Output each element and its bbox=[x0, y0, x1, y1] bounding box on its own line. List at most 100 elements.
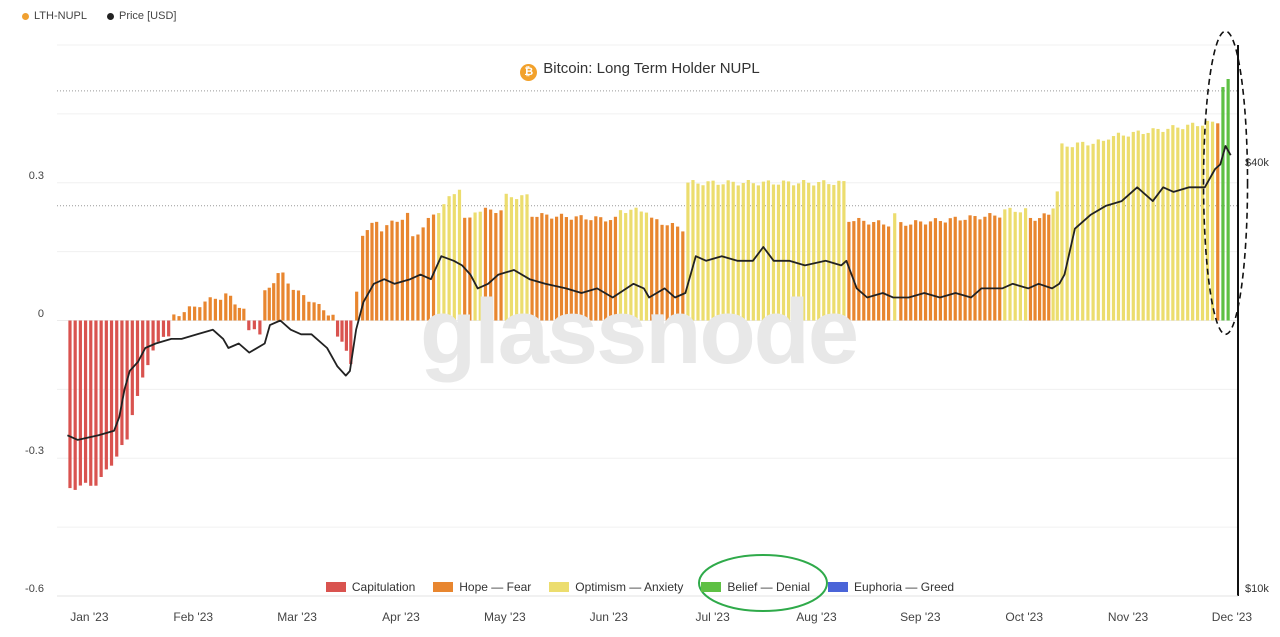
zone-legend: Capitulation Hope — Fear Optimism — Anxi… bbox=[0, 580, 1280, 594]
zone-legend-belief-denial[interactable]: Belief — Denial bbox=[701, 580, 810, 594]
legend-item-lth-nupl[interactable]: LTH-NUPL bbox=[22, 10, 87, 22]
bar-129 bbox=[721, 184, 725, 321]
zone-legend-euphoria-greed[interactable]: Euphoria — Greed bbox=[828, 580, 954, 594]
bar-153 bbox=[842, 181, 846, 321]
bar-204 bbox=[1096, 139, 1100, 321]
bar-184 bbox=[998, 217, 1002, 321]
bar-189 bbox=[1023, 208, 1028, 321]
bar-4 bbox=[89, 320, 93, 486]
bar-180 bbox=[978, 219, 982, 321]
bar-109 bbox=[618, 210, 623, 321]
zone-legend-hope-fear[interactable]: Hope — Fear bbox=[433, 580, 531, 594]
bar-190 bbox=[1028, 217, 1033, 321]
bar-79 bbox=[468, 217, 472, 321]
bar-16 bbox=[151, 320, 155, 351]
bar-52 bbox=[331, 314, 335, 321]
bar-165 bbox=[904, 225, 908, 321]
bar-77 bbox=[457, 189, 462, 321]
bar-192 bbox=[1038, 218, 1042, 321]
bar-61 bbox=[375, 221, 379, 321]
bar-106 bbox=[604, 221, 608, 321]
bar-225 bbox=[1200, 125, 1205, 321]
bar-102 bbox=[584, 219, 588, 321]
bar-67 bbox=[405, 212, 410, 321]
zone-legend-capitulation[interactable]: Capitulation bbox=[325, 580, 415, 594]
y-tick-1: 0 bbox=[37, 308, 44, 320]
x-tick-7: Aug '23 bbox=[796, 610, 837, 624]
bar-126 bbox=[706, 181, 710, 321]
optimism-anxiety-swatch-icon bbox=[549, 582, 570, 592]
bar-226 bbox=[1205, 120, 1210, 321]
bar-202 bbox=[1086, 145, 1090, 321]
bar-76 bbox=[452, 194, 456, 321]
bar-125 bbox=[701, 185, 705, 321]
bar-139 bbox=[771, 184, 776, 321]
bar-86 bbox=[504, 193, 508, 321]
zone-label-belief-denial: Belief — Denial bbox=[727, 580, 811, 594]
bar-30 bbox=[224, 293, 228, 321]
bar-90 bbox=[525, 194, 529, 321]
bar-21 bbox=[177, 316, 181, 321]
bar-154 bbox=[847, 221, 851, 321]
x-tick-5: Jun '23 bbox=[589, 610, 628, 624]
bar-201 bbox=[1081, 141, 1085, 321]
bar-206 bbox=[1106, 139, 1111, 321]
bar-172 bbox=[938, 221, 942, 321]
bar-100 bbox=[574, 216, 578, 321]
lth-nupl-dot-icon bbox=[22, 12, 29, 20]
bar-108 bbox=[613, 216, 618, 321]
bar-101 bbox=[579, 215, 583, 321]
bar-200 bbox=[1075, 142, 1080, 321]
bar-41 bbox=[276, 273, 280, 321]
bar-92 bbox=[535, 216, 539, 321]
bar-150 bbox=[827, 184, 831, 321]
bar-187 bbox=[1013, 211, 1017, 321]
x-tick-3: Apr '23 bbox=[382, 610, 420, 624]
bar-137 bbox=[761, 181, 765, 321]
bar-62 bbox=[379, 231, 384, 321]
bar-56 bbox=[349, 320, 353, 365]
bar-152 bbox=[837, 180, 841, 321]
x-tick-9: Oct '23 bbox=[1005, 610, 1044, 624]
bar-58 bbox=[361, 235, 365, 321]
bar-174 bbox=[948, 218, 952, 321]
bar-54 bbox=[340, 320, 344, 342]
bar-105 bbox=[599, 217, 603, 321]
bar-216 bbox=[1156, 128, 1160, 321]
bar-142 bbox=[786, 181, 791, 321]
bar-15 bbox=[146, 320, 150, 366]
bar-123 bbox=[691, 180, 695, 321]
bar-229 bbox=[1221, 87, 1225, 321]
bar-203 bbox=[1091, 143, 1095, 321]
bar-222 bbox=[1186, 124, 1190, 321]
capitulation-swatch-icon bbox=[325, 582, 346, 592]
bar-212 bbox=[1136, 130, 1140, 321]
bar-25 bbox=[198, 307, 202, 321]
bar-73 bbox=[437, 213, 441, 321]
bar-35 bbox=[247, 320, 251, 331]
legend-item-price[interactable]: Price [USD] bbox=[106, 10, 176, 22]
bar-208 bbox=[1116, 132, 1121, 321]
belief-denial-swatch-icon bbox=[701, 582, 722, 592]
bar-29 bbox=[218, 299, 223, 321]
bar-183 bbox=[993, 215, 997, 321]
bar-103 bbox=[589, 220, 593, 321]
bar-112 bbox=[634, 207, 638, 321]
bar-93 bbox=[540, 213, 544, 321]
x-tick-10: Nov '23 bbox=[1107, 610, 1149, 624]
bar-28 bbox=[213, 298, 218, 321]
bar-132 bbox=[736, 185, 740, 321]
bar-84 bbox=[494, 213, 498, 321]
bar-42 bbox=[281, 272, 285, 321]
bar-9 bbox=[115, 320, 119, 457]
bar-104 bbox=[594, 216, 598, 321]
bar-178 bbox=[968, 215, 972, 321]
bar-40 bbox=[272, 283, 276, 321]
bar-191 bbox=[1033, 220, 1037, 321]
bar-221 bbox=[1181, 129, 1185, 321]
bar-120 bbox=[676, 226, 680, 321]
y-tick-3: -0.6 bbox=[25, 583, 44, 595]
x-tick-2: Mar '23 bbox=[277, 610, 317, 624]
bar-1 bbox=[73, 320, 77, 490]
zone-legend-optimism-anxiety[interactable]: Optimism — Anxiety bbox=[549, 580, 683, 594]
